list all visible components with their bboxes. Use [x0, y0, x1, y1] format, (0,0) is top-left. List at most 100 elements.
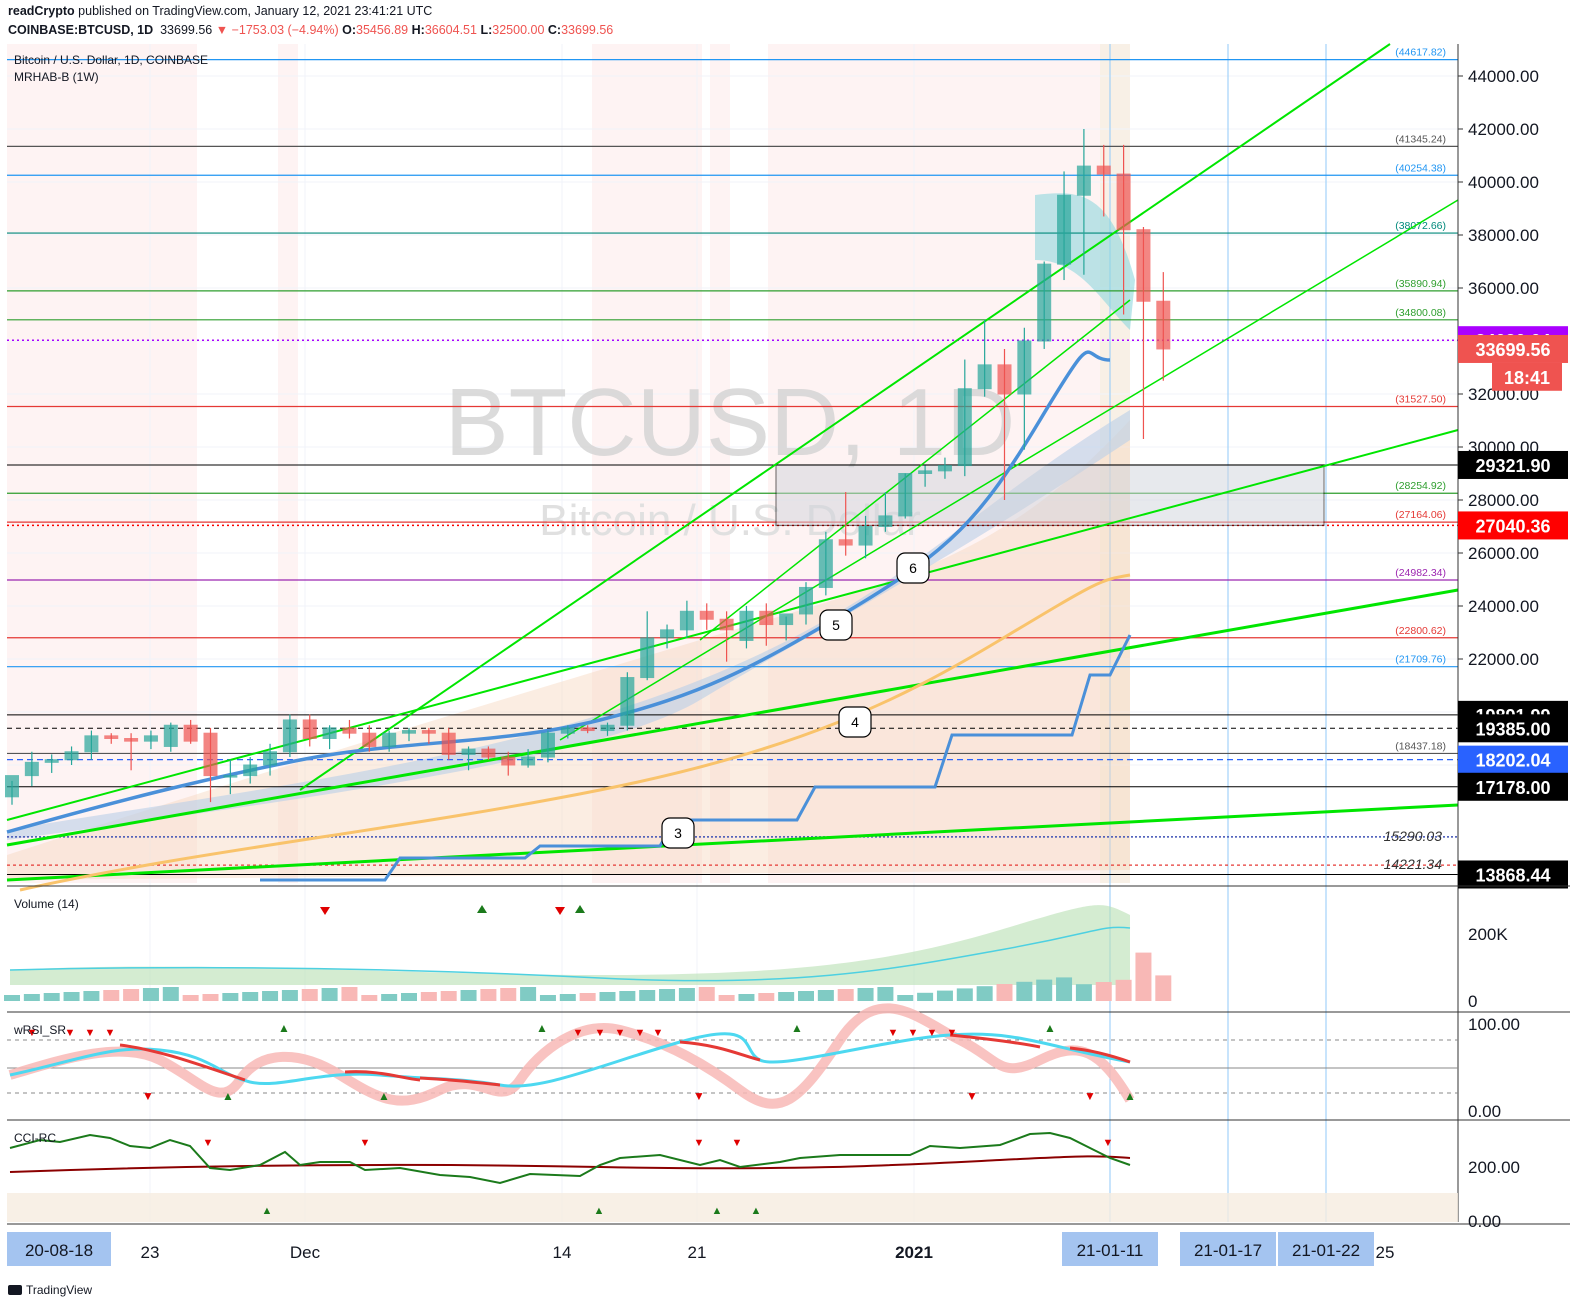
- level-label: (31527.50): [1395, 394, 1446, 406]
- buy-arrow-icon: ▲: [278, 1021, 290, 1035]
- sell-arrow-icon: ▼: [927, 1027, 938, 1039]
- symbol-label: COINBASE:BTCUSD, 1D: [8, 23, 154, 37]
- volume-bar: [63, 992, 80, 1001]
- price-tick-label: 42000.00: [1468, 120, 1539, 139]
- price-tick-label: 44000.00: [1468, 67, 1539, 86]
- candle-body: [124, 738, 139, 742]
- level-label: (28254.92): [1395, 480, 1446, 492]
- price-change: −1753.03 (−4.94%): [231, 23, 339, 37]
- level-label: (34800.08): [1395, 307, 1446, 319]
- time-highlight-label: 21-01-22: [1292, 1241, 1360, 1260]
- time-highlight-box: [1180, 1232, 1276, 1266]
- candle-body: [322, 727, 337, 740]
- sell-arrow-icon: ▼: [908, 1027, 919, 1039]
- candle-body: [937, 465, 952, 472]
- buy-arrow-icon: ▲: [536, 1021, 548, 1035]
- low-value: 32500.00: [492, 23, 545, 37]
- sell-arrow-icon: ▼: [693, 1089, 705, 1103]
- time-tick-label: Dec: [290, 1243, 321, 1262]
- volume-cloud: [10, 905, 1130, 985]
- volume-bar: [778, 992, 795, 1001]
- sell-arrow-icon: [555, 907, 565, 915]
- volume-bar: [738, 994, 755, 1001]
- candle-body: [104, 735, 119, 739]
- volume-tick-label: 200K: [1468, 925, 1508, 944]
- time-highlight-label: 20-08-18: [25, 1241, 93, 1260]
- level-label: (35890.94): [1395, 278, 1446, 290]
- candle-body: [799, 586, 813, 615]
- candle-body: [203, 732, 218, 777]
- sell-arrow-icon: ▼: [105, 1027, 116, 1039]
- volume-bar: [262, 991, 279, 1001]
- candle-body: [243, 764, 258, 777]
- volume-bar: [678, 988, 695, 1001]
- sell-arrow-icon: ▼: [615, 1027, 626, 1039]
- volume-bar: [659, 989, 676, 1001]
- volume-bar: [401, 993, 417, 1001]
- price-tag-box: [1458, 860, 1568, 889]
- volume-bar: [539, 995, 556, 1001]
- volume-bar: [83, 991, 100, 1001]
- price-tick-label: 26000.00: [1468, 544, 1539, 563]
- candle-body: [997, 364, 1012, 395]
- sell-arrow-icon: ▼: [65, 1027, 76, 1039]
- volume-bar: [758, 993, 775, 1001]
- level-label: (21709.76): [1395, 654, 1446, 666]
- trend-line: [299, 43, 1391, 791]
- sell-arrow-icon: ▼: [573, 1027, 584, 1039]
- time-highlight-box: [1062, 1232, 1158, 1266]
- price-tick-label: 24000.00: [1468, 597, 1539, 616]
- candle-body: [163, 724, 178, 747]
- volume-bar: [1016, 981, 1033, 1001]
- candle-body: [84, 735, 99, 753]
- publish-info: published on TradingView.com, January 12…: [78, 4, 433, 18]
- chart-svg[interactable]: BTCUSD, 1D Bitcoin / U.S. Dollar (44617.…: [0, 40, 1570, 1280]
- price-tag-box: [1458, 511, 1568, 540]
- volume-bar: [1056, 977, 1073, 1001]
- rsi-tick-label: 100.00: [1468, 1015, 1520, 1034]
- candle-body: [858, 526, 873, 546]
- open-value: 35456.89: [356, 23, 409, 37]
- volume-bar: [956, 988, 973, 1001]
- volume-tick-label: 0: [1468, 992, 1477, 1011]
- buy-arrow-icon: ▲: [594, 1205, 605, 1217]
- volume-bar: [936, 990, 953, 1001]
- volume-bar: [162, 987, 179, 1001]
- candle-body: [223, 775, 238, 778]
- cci-signal-line: [9, 1155, 1131, 1173]
- callout-label: 5: [832, 617, 840, 633]
- volume-bar: [202, 994, 219, 1001]
- time-tick-label: 23: [141, 1243, 160, 1262]
- price-tick-label: 36000.00: [1468, 279, 1539, 298]
- candle-body: [282, 719, 297, 753]
- sell-arrow-icon: ▼: [142, 1089, 154, 1103]
- volume-bar: [242, 992, 259, 1001]
- level-label: (27164.06): [1395, 509, 1446, 521]
- rsi-line-red: [119, 1033, 1131, 1087]
- author-name[interactable]: readCrypto: [8, 4, 75, 18]
- candle-body: [1037, 263, 1052, 342]
- candle-body: [64, 751, 79, 761]
- candle-body: [838, 539, 853, 546]
- volume-bar: [460, 990, 477, 1001]
- cci-band: [7, 1193, 1458, 1222]
- close-label: C:: [547, 23, 562, 37]
- sell-arrow-icon: ▼: [203, 1137, 214, 1149]
- brand-name[interactable]: TradingView: [26, 1283, 93, 1297]
- down-arrow-icon: ▼: [215, 23, 229, 37]
- callout-label: 6: [909, 560, 917, 576]
- level-text: 14221.34: [1384, 856, 1443, 872]
- volume-bar: [381, 994, 398, 1001]
- volume-bar: [222, 993, 239, 1001]
- volume-bar: [182, 995, 199, 1001]
- chart-area[interactable]: BTCUSD, 1D Bitcoin / U.S. Dollar (44617.…: [0, 40, 1570, 1280]
- candle-body: [1116, 173, 1131, 231]
- cci-tick-label: 200.00: [1468, 1158, 1520, 1177]
- volume-bar: [1115, 979, 1132, 1001]
- candle-body: [679, 610, 694, 631]
- sell-arrow-icon: ▼: [595, 1027, 606, 1039]
- buy-arrow-icon: ▲: [1044, 1021, 1056, 1035]
- candle-body: [382, 732, 397, 747]
- buy-arrow-icon: ▲: [1124, 1089, 1136, 1103]
- volume-bar: [976, 986, 993, 1001]
